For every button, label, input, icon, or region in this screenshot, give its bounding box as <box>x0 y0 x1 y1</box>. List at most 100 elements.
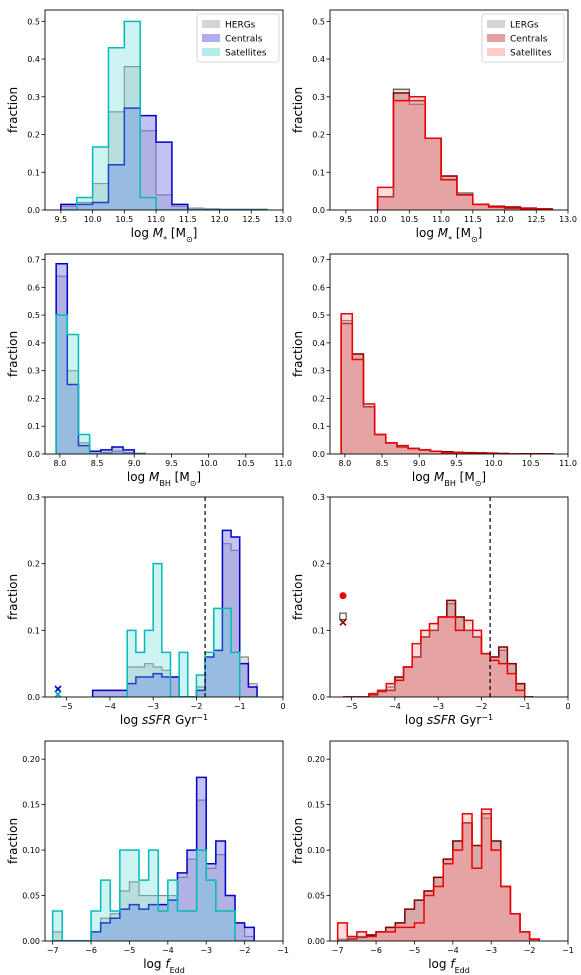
x-tick-label: 9.0 <box>128 459 141 468</box>
y-tick-label: 0.1 <box>312 626 325 635</box>
plot-area <box>60 20 268 210</box>
hist-fill-satellites <box>60 21 268 210</box>
hist-fill-centrals <box>341 323 554 454</box>
y-tick-label: 0.3 <box>27 493 40 502</box>
y-tick-label: 0.15 <box>307 801 325 810</box>
x-tick-label: 9.5 <box>165 459 178 468</box>
y-tick-label: 0.0 <box>27 206 40 215</box>
y-tick-label: 0.5 <box>27 17 40 26</box>
y-axis-label: fraction <box>6 87 20 133</box>
legend-label: Centrals <box>225 35 263 45</box>
hist-fill-satellites <box>56 315 146 454</box>
y-tick-label: 0.3 <box>312 367 325 376</box>
axes-frame <box>329 9 569 211</box>
panel-ssfr-herg: −5 −4 −3 −2 −1 0 0.0 0.1 0.2 0.3 log sSFR Gyr−1 fra… <box>6 493 286 727</box>
y-tick-label: 0.7 <box>312 256 325 265</box>
x-tick-label: −2 <box>239 946 251 955</box>
x-tick-label: −1 <box>562 946 574 955</box>
legend-label: Satellites <box>510 49 552 59</box>
x-tick-label: −3 <box>485 946 497 955</box>
x-axis-label: log M* [M⊙] <box>416 226 483 244</box>
x-tick-label: −4 <box>389 702 401 711</box>
y-tick-label: 0.20 <box>307 755 325 764</box>
hist-fill-satellites <box>341 313 554 454</box>
x-axis-label: log M* [M⊙] <box>131 226 198 244</box>
y-tick-label: 0.4 <box>312 55 325 64</box>
x-tick-label: 8.0 <box>339 459 352 468</box>
x-tick-label: 8.5 <box>376 459 389 468</box>
plot-area <box>340 312 554 454</box>
x-tick-label: 11.0 <box>274 459 292 468</box>
x-axis-label: log fEdd <box>428 957 470 975</box>
y-tick-label: 0.1 <box>312 422 325 431</box>
y-tick-label: 0.2 <box>27 131 40 140</box>
hist-fill-hergs <box>52 800 255 941</box>
hist-fill-hergs <box>60 66 268 210</box>
x-tick-label: −6 <box>370 946 382 955</box>
hist-step-satellites <box>55 314 146 454</box>
axes-frame <box>329 496 569 698</box>
y-tick-label: 0.10 <box>22 846 40 855</box>
y-tick-label: 0.6 <box>312 283 325 292</box>
y-tick-label: 0.00 <box>307 937 325 946</box>
hist-fill-centrals <box>60 108 268 210</box>
y-tick-label: 0.0 <box>27 693 40 702</box>
y-tick-label: 0.2 <box>27 560 40 569</box>
x-tick-label: 12.5 <box>527 215 545 224</box>
marker-x <box>54 685 62 693</box>
legend-swatch <box>202 20 220 28</box>
hist-fill-satellites <box>342 617 534 697</box>
x-tick-label: 10.5 <box>237 459 255 468</box>
x-tick-label: −1 <box>234 702 246 711</box>
axes-frame <box>329 253 569 455</box>
marker-x <box>339 618 347 626</box>
x-tick-label: 11.5 <box>179 215 197 224</box>
x-tick-label: 10.5 <box>115 215 133 224</box>
hist-fill-satellites <box>92 563 258 697</box>
y-tick-label: 0.4 <box>27 55 40 64</box>
axes-frame <box>44 496 284 698</box>
x-tick-label: −3 <box>432 702 444 711</box>
panel-fedd-herg: −7 −6 −5 −4 −3 −2 −1 0.00 0.05 0.10 0.15 0.20 log fE… <box>6 740 289 975</box>
hist-fill-centrals <box>342 600 534 697</box>
x-tick-label: 10.0 <box>84 215 102 224</box>
x-tick-label: 11.5 <box>464 215 482 224</box>
x-tick-label: 9.5 <box>450 459 463 468</box>
y-tick-label: 0.05 <box>307 892 325 901</box>
y-tick-label: 0.3 <box>312 493 325 502</box>
plot-area <box>376 88 553 210</box>
y-tick-label: 0.10 <box>307 846 325 855</box>
hist-step-satellites <box>342 616 534 697</box>
panel-bh-mass-lerg: 8.0 8.5 9.0 9.5 10.0 10.5 11.0 0.0 0.1 0.2 0.3 0.4 0… <box>291 253 577 488</box>
x-tick-label: −4 <box>447 946 459 955</box>
y-tick-label: 0.15 <box>22 801 40 810</box>
hist-fill-lergs <box>342 603 534 697</box>
x-tick-label: −3 <box>200 946 212 955</box>
hist-step-satellites <box>92 562 258 697</box>
legend-swatch <box>202 34 220 42</box>
x-tick-label: 9.5 <box>54 215 67 224</box>
legend-label: Satellites <box>225 49 267 59</box>
hist-fill-lergs <box>337 818 540 941</box>
y-tick-label: 0.5 <box>312 311 325 320</box>
y-tick-label: 0.0 <box>312 206 325 215</box>
hist-fill-centrals <box>52 777 255 941</box>
y-tick-label: 0.05 <box>22 892 40 901</box>
plot-area <box>336 808 540 941</box>
marker-circle <box>339 592 347 600</box>
legend-swatch <box>487 48 505 56</box>
y-tick-label: 0.2 <box>312 394 325 403</box>
panel-ssfr-lerg: −5 −4 −3 −2 −1 0 0.0 0.1 0.2 0.3 log sSFR Gyr−1 fra… <box>291 493 571 727</box>
x-tick-label: 13.0 <box>559 215 577 224</box>
y-tick-label: 0.1 <box>27 626 40 635</box>
hist-fill-satellites <box>337 809 540 941</box>
legend-label: LERGs <box>510 21 539 31</box>
hist-fill-hergs <box>92 543 258 697</box>
x-tick-label: 13.0 <box>274 215 292 224</box>
x-tick-label: −5 <box>61 702 73 711</box>
panel-stellar-mass-lerg: 9.5 10.0 10.5 11.0 11.5 12.0 12.5 13.0 0.0 0.1 0.2… <box>291 9 577 244</box>
x-tick-label: 11.0 <box>147 215 165 224</box>
y-tick-label: 0.2 <box>27 394 40 403</box>
x-tick-label: 10.5 <box>400 215 418 224</box>
